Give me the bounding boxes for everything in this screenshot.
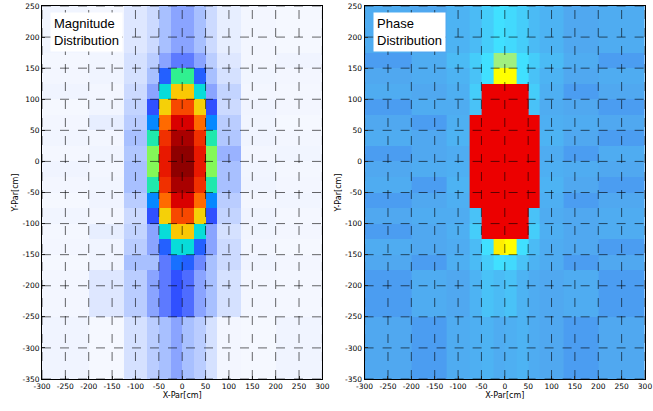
- svg-text:-300: -300: [356, 382, 373, 391]
- svg-text:200: 200: [591, 382, 606, 391]
- svg-text:-150: -150: [345, 250, 362, 259]
- svg-text:50: 50: [201, 382, 211, 391]
- svg-text:PhaseDistribution: PhaseDistribution: [377, 16, 442, 48]
- svg-text:0: 0: [180, 382, 185, 391]
- svg-text:-150: -150: [104, 382, 121, 391]
- svg-text:-200: -200: [345, 281, 362, 290]
- svg-text:100: 100: [544, 382, 559, 391]
- svg-text:50: 50: [523, 382, 533, 391]
- svg-text:250: 250: [614, 382, 629, 391]
- svg-text:-350: -350: [22, 375, 39, 384]
- svg-text:Y-Par[cm]: Y-Par[cm]: [11, 174, 20, 213]
- svg-text:-100: -100: [22, 219, 39, 228]
- svg-text:-50: -50: [350, 188, 362, 197]
- svg-text:Y-Par[cm]: Y-Par[cm]: [334, 174, 343, 213]
- svg-text:-100: -100: [345, 219, 362, 228]
- svg-text:150: 150: [348, 64, 363, 73]
- svg-text:-50: -50: [153, 382, 165, 391]
- svg-text:X-Par[cm]: X-Par[cm]: [163, 391, 202, 400]
- svg-text:-100: -100: [127, 382, 144, 391]
- svg-text:-150: -150: [22, 250, 39, 259]
- svg-text:50: 50: [30, 126, 40, 135]
- svg-text:100: 100: [348, 95, 363, 104]
- svg-text:-200: -200: [80, 382, 97, 391]
- svg-text:-50: -50: [27, 188, 39, 197]
- svg-text:50: 50: [353, 126, 363, 135]
- svg-text:100: 100: [222, 382, 237, 391]
- svg-text:-250: -250: [345, 312, 362, 321]
- svg-text:-200: -200: [22, 281, 39, 290]
- svg-text:0: 0: [35, 157, 40, 166]
- svg-text:-50: -50: [475, 382, 487, 391]
- svg-text:-250: -250: [57, 382, 74, 391]
- svg-text:-250: -250: [22, 312, 39, 321]
- svg-text:X-Par[cm]: X-Par[cm]: [485, 391, 524, 400]
- svg-text:250: 250: [348, 2, 363, 11]
- svg-text:150: 150: [568, 382, 583, 391]
- svg-text:-250: -250: [379, 382, 396, 391]
- svg-text:-300: -300: [22, 344, 39, 353]
- svg-text:300: 300: [638, 382, 653, 391]
- svg-text:-350: -350: [345, 375, 362, 384]
- svg-text:-200: -200: [403, 382, 420, 391]
- svg-text:200: 200: [25, 33, 40, 42]
- svg-text:100: 100: [25, 95, 40, 104]
- svg-text:-300: -300: [345, 344, 362, 353]
- svg-text:-150: -150: [426, 382, 443, 391]
- svg-text:MagnitudeDistribution: MagnitudeDistribution: [54, 16, 119, 48]
- svg-text:300: 300: [315, 382, 330, 391]
- svg-text:250: 250: [292, 382, 307, 391]
- svg-text:-100: -100: [450, 382, 467, 391]
- svg-text:150: 150: [245, 382, 260, 391]
- svg-text:250: 250: [25, 2, 40, 11]
- svg-text:200: 200: [348, 33, 363, 42]
- svg-text:200: 200: [268, 382, 283, 391]
- svg-text:150: 150: [25, 64, 40, 73]
- svg-text:0: 0: [357, 157, 362, 166]
- svg-text:0: 0: [502, 382, 507, 391]
- svg-text:-300: -300: [33, 382, 50, 391]
